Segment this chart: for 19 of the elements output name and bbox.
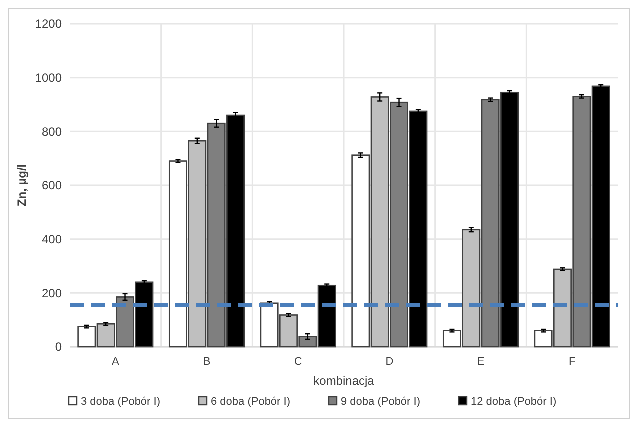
legend-label: 6 doba (Pobór I) xyxy=(211,396,290,408)
x-tick-label: E xyxy=(477,356,485,368)
y-axis-title: Zn, µg/l xyxy=(15,164,29,207)
y-tick-label: 1000 xyxy=(35,71,62,86)
x-tick-label: B xyxy=(203,356,211,368)
legend-label: 3 doba (Pobór I) xyxy=(81,396,160,408)
x-axis-title: kombinacja xyxy=(314,374,375,388)
y-tick-label: 600 xyxy=(42,178,62,193)
legend-label: 12 doba (Pobór I) xyxy=(471,396,557,408)
y-tick-label: 0 xyxy=(55,340,62,354)
y-tick-label: 200 xyxy=(42,286,62,300)
legend-label: 9 doba (Pobór I) xyxy=(341,396,420,408)
y-tick-label: 1200 xyxy=(35,17,62,32)
x-tick-label: C xyxy=(294,356,302,368)
y-tick-label: 400 xyxy=(42,232,62,247)
y-tick-label: 800 xyxy=(42,124,62,139)
x-tick-label: F xyxy=(568,356,576,368)
x-tick-label: D xyxy=(386,356,394,368)
x-tick-label: A xyxy=(112,356,120,368)
